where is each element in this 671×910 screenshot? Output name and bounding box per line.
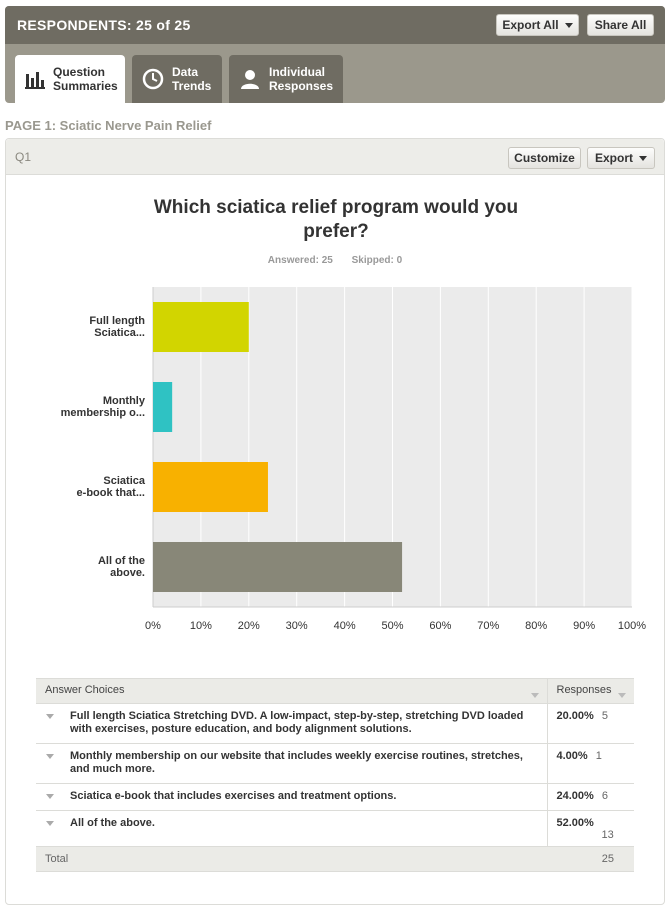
x-tick-label: 70%: [477, 620, 499, 632]
response-count: 13: [601, 829, 614, 841]
table-row: Monthly membership on our website that i…: [36, 743, 634, 784]
question-text: Which sciatica relief program would you …: [153, 197, 519, 242]
response-cell: 52.00% 13: [547, 810, 634, 847]
total-value: 25: [547, 846, 634, 872]
x-tick-label: 90%: [573, 620, 595, 632]
response-count: 1: [595, 750, 602, 762]
expand-row-icon[interactable]: [46, 821, 54, 826]
question-header: Q1 Customize Export: [6, 139, 664, 175]
page-title: PAGE 1: Sciatic Nerve Pain Relief: [5, 118, 212, 133]
responses-header[interactable]: Responses: [547, 678, 634, 704]
answer-choices-label: Answer Choices: [45, 684, 125, 696]
question-panel: Q1 Customize Export Which sciatica relie…: [5, 138, 665, 905]
responses-table: Answer Choices Responses Full length Sci…: [36, 678, 634, 872]
tab-data-trends[interactable]: Data Trends: [132, 55, 222, 103]
tab-individual-responses[interactable]: Individual Responses: [229, 55, 343, 103]
y-category-label: Sciatica e-book that...: [77, 475, 146, 499]
export-label: Export: [594, 151, 633, 165]
export-all-label: Export All: [502, 18, 559, 32]
answer-choice: Full length Sciatica Stretching DVD. A l…: [36, 703, 548, 744]
skipped-count: Skipped: 0: [351, 255, 403, 266]
sort-icon: [530, 693, 539, 698]
response-stats: Answered: 25 Skipped: 0: [6, 255, 664, 266]
total-label: Total: [36, 846, 547, 872]
response-percent: 52.00%: [556, 817, 594, 829]
share-all-button[interactable]: Share All: [587, 14, 654, 36]
x-tick-label: 20%: [238, 620, 260, 632]
answer-choice-text: All of the above.: [70, 817, 155, 829]
table-row: All of the above. 52.00% 13: [36, 810, 634, 847]
answer-choices-header[interactable]: Answer Choices: [36, 678, 548, 704]
table-header-row: Answer Choices Responses: [36, 678, 634, 704]
response-percent: 24.00%: [556, 790, 594, 802]
response-count: 5: [601, 710, 608, 722]
answer-choice-text: Full length Sciatica Stretching DVD. A l…: [70, 710, 524, 735]
response-percent: 20.00%: [556, 710, 594, 722]
response-percent: 4.00%: [556, 750, 588, 762]
export-button[interactable]: Export: [587, 147, 655, 169]
customize-label: Customize: [514, 151, 575, 165]
sort-icon: [618, 693, 626, 698]
bar: [153, 462, 268, 512]
x-tick-label: 100%: [618, 620, 646, 632]
x-tick-label: 40%: [334, 620, 356, 632]
responses-label: Responses: [556, 684, 612, 696]
tab-question-summaries[interactable]: Question Summaries: [15, 55, 125, 103]
share-all-label: Share All: [594, 18, 647, 32]
answer-choice-text: Monthly membership on our website that i…: [70, 750, 523, 775]
question-number: Q1: [15, 150, 32, 164]
x-tick-label: 30%: [286, 620, 308, 632]
export-all-button[interactable]: Export All: [496, 14, 579, 36]
expand-row-icon[interactable]: [46, 754, 54, 759]
respondents-bar: RESPONDENTS: 25 of 25 Export All Share A…: [5, 6, 665, 44]
bar: [153, 382, 173, 432]
bar: [153, 542, 403, 592]
answer-choice: Monthly membership on our website that i…: [36, 743, 548, 784]
answer-choice: Sciatica e-book that includes exercises …: [36, 783, 548, 811]
bar: [153, 302, 249, 352]
bar-chart-icon: [25, 72, 45, 89]
tab-label: Data Trends: [172, 65, 212, 93]
y-category-label: All of the above.: [98, 555, 145, 579]
person-icon: [241, 70, 259, 89]
respondents-count: RESPONDENTS: 25 of 25: [17, 17, 191, 33]
y-category-label: Full length Sciatica...: [89, 315, 145, 339]
x-tick-label: 50%: [381, 620, 403, 632]
clock-icon: [142, 68, 164, 90]
expand-row-icon[interactable]: [46, 714, 54, 719]
chevron-down-icon: [564, 22, 573, 28]
total-row: Total 25: [36, 846, 634, 872]
x-tick-label: 60%: [429, 620, 451, 632]
customize-button[interactable]: Customize: [508, 147, 581, 169]
response-cell: 4.00% 1: [547, 743, 634, 784]
x-tick-label: 10%: [190, 620, 212, 632]
table-row: Full length Sciatica Stretching DVD. A l…: [36, 703, 634, 744]
tab-label: Question Summaries: [53, 65, 118, 93]
response-cell: 24.00% 6: [547, 783, 634, 811]
report-header: RESPONDENTS: 25 of 25 Export All Share A…: [5, 6, 665, 103]
answer-choice: All of the above.: [36, 810, 548, 847]
response-cell: 20.00% 5: [547, 703, 634, 744]
chevron-down-icon: [639, 155, 647, 161]
response-count: 6: [601, 790, 608, 802]
table-row: Sciatica e-book that includes exercises …: [36, 783, 634, 811]
expand-row-icon[interactable]: [46, 794, 54, 799]
answered-count: Answered: 25: [267, 255, 333, 266]
x-tick-label: 80%: [525, 620, 547, 632]
answer-choice-text: Sciatica e-book that includes exercises …: [70, 790, 397, 802]
bar-chart: 0% 10% 20% 30% 40% 50% 60% 70% 80% 90% 100% Full le…: [61, 287, 646, 632]
x-tick-label: 0%: [145, 620, 161, 632]
tab-label: Individual Responses: [269, 65, 334, 93]
y-category-label: Monthly membership o...: [61, 395, 146, 419]
